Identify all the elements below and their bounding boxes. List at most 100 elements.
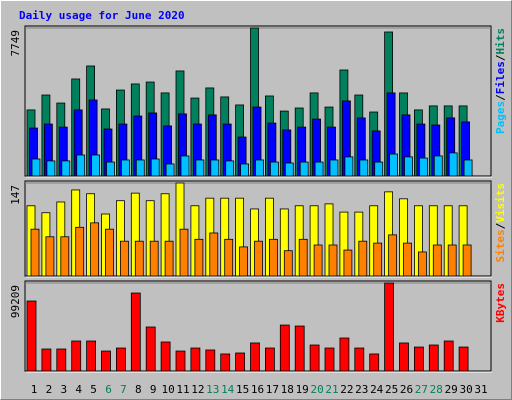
bar bbox=[105, 228, 114, 277]
bar bbox=[298, 238, 308, 277]
bar bbox=[30, 228, 40, 277]
bar bbox=[149, 240, 159, 277]
x-tick-label: 8 bbox=[135, 383, 142, 396]
bar bbox=[134, 240, 144, 277]
chart-title: Daily usage for June 2020 bbox=[19, 9, 185, 22]
bar bbox=[195, 159, 205, 177]
x-tick-label: 14 bbox=[221, 383, 235, 396]
bar bbox=[344, 156, 354, 177]
bar bbox=[235, 352, 246, 372]
bar bbox=[413, 346, 424, 372]
bar bbox=[165, 163, 175, 177]
y-tick-label: 99209 bbox=[9, 285, 22, 318]
bar bbox=[71, 340, 82, 372]
bar bbox=[101, 350, 111, 372]
bar bbox=[418, 157, 428, 177]
bar bbox=[358, 240, 368, 277]
bar bbox=[283, 250, 293, 277]
legend-entry: Visits bbox=[494, 183, 507, 223]
bar bbox=[75, 226, 85, 277]
bar bbox=[205, 349, 216, 372]
bar bbox=[164, 240, 174, 277]
bar bbox=[359, 159, 369, 177]
bar bbox=[130, 292, 141, 372]
bar bbox=[403, 242, 412, 277]
bar bbox=[106, 161, 115, 177]
x-tick-label: 1 bbox=[31, 383, 38, 396]
bar bbox=[254, 240, 263, 277]
bar bbox=[268, 238, 278, 277]
bar bbox=[60, 236, 70, 277]
x-tick-label: 16 bbox=[251, 383, 264, 396]
bar bbox=[299, 161, 309, 177]
bar bbox=[384, 282, 395, 372]
legend-entry: Sites bbox=[494, 229, 507, 262]
bar bbox=[31, 158, 41, 177]
x-tick-label: 24 bbox=[370, 383, 384, 396]
legend: Pages/Files/Hits bbox=[494, 28, 507, 134]
bar bbox=[26, 300, 37, 372]
bar bbox=[91, 154, 100, 177]
legend-entry: Pages bbox=[494, 101, 507, 134]
bar bbox=[284, 162, 294, 177]
x-tick-label: 31 bbox=[474, 383, 487, 396]
bar bbox=[179, 228, 189, 277]
x-tick-label: 20 bbox=[310, 383, 323, 396]
x-tick-label: 6 bbox=[105, 383, 112, 396]
bar bbox=[309, 344, 320, 372]
bar bbox=[324, 347, 335, 372]
bar bbox=[225, 160, 235, 177]
legend: KBytes bbox=[494, 283, 507, 323]
bar bbox=[417, 251, 427, 277]
legend-entry: KBytes bbox=[494, 283, 507, 323]
x-tick-label: 5 bbox=[90, 383, 97, 396]
bar bbox=[76, 154, 86, 177]
bar bbox=[428, 344, 439, 372]
bar bbox=[121, 159, 130, 177]
bar bbox=[239, 246, 249, 277]
bar bbox=[404, 156, 413, 177]
bar bbox=[180, 155, 190, 177]
bar bbox=[399, 342, 409, 372]
bar bbox=[269, 161, 279, 177]
x-tick-label: 9 bbox=[150, 383, 157, 396]
bar bbox=[443, 340, 454, 372]
x-tick-label: 28 bbox=[430, 383, 443, 396]
x-tick-label: 7 bbox=[120, 383, 127, 396]
x-tick-label: 19 bbox=[296, 383, 309, 396]
bar bbox=[41, 348, 52, 372]
bar bbox=[209, 232, 219, 277]
x-tick-label: 10 bbox=[161, 383, 174, 396]
bar bbox=[190, 347, 201, 372]
bar bbox=[313, 244, 323, 277]
x-tick-label: 2 bbox=[46, 383, 53, 396]
x-tick-label: 4 bbox=[75, 383, 82, 396]
x-tick-label: 27 bbox=[415, 383, 428, 396]
x-tick-label: 3 bbox=[60, 383, 67, 396]
bar bbox=[463, 159, 473, 177]
x-tick-label: 11 bbox=[176, 383, 189, 396]
bar bbox=[447, 244, 457, 277]
bar bbox=[46, 160, 56, 177]
bar bbox=[448, 152, 458, 177]
legend-separator: / bbox=[494, 54, 507, 61]
x-tick-label: 22 bbox=[340, 383, 353, 396]
bar bbox=[279, 324, 290, 372]
x-tick-label: 25 bbox=[385, 383, 398, 396]
x-tick-label: 15 bbox=[236, 383, 249, 396]
bar bbox=[160, 341, 171, 372]
bar bbox=[339, 337, 350, 372]
bar bbox=[388, 234, 398, 277]
bar bbox=[329, 159, 339, 177]
bar bbox=[389, 153, 399, 177]
y-tick-label: 7749 bbox=[9, 30, 22, 57]
bar bbox=[224, 238, 234, 277]
bar bbox=[462, 244, 472, 277]
bar bbox=[194, 238, 204, 277]
bar bbox=[374, 161, 384, 177]
bar bbox=[294, 325, 305, 372]
bar bbox=[264, 347, 275, 372]
bar bbox=[61, 160, 71, 177]
bar bbox=[116, 347, 126, 372]
